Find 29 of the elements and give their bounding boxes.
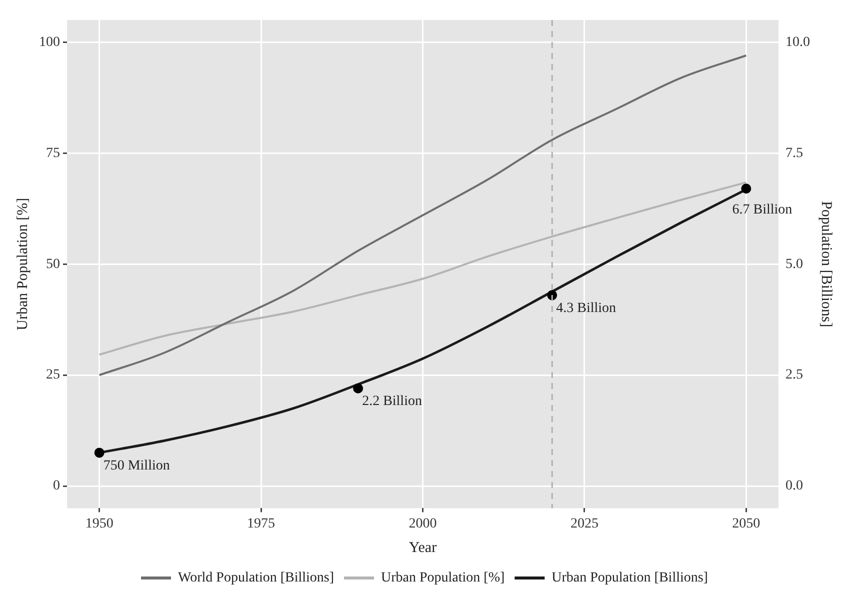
y-tick-label: 0 (53, 478, 60, 494)
point (94, 448, 104, 458)
x-axis-title: Year (408, 540, 437, 556)
legend-label: Urban Population [%] (381, 570, 505, 586)
y2-tick-label: 0.0 (786, 478, 803, 494)
legend-label: Urban Population [Billions] (552, 570, 708, 586)
point (741, 184, 752, 194)
y2-tick-label: 7.5 (786, 146, 803, 161)
y2-axis-title: Population [Billions] (818, 200, 834, 328)
annotation: 6.7 Billion (732, 202, 792, 218)
point (353, 383, 364, 394)
x-tick-label: 2000 (408, 516, 437, 532)
y-tick-label: 100 (39, 34, 60, 50)
legend-label: World Population [Billions] (178, 570, 334, 586)
y-axis-title: Urban Population [%] (14, 198, 31, 330)
y2-tick-label: 10.0 (786, 34, 810, 50)
annotation: 2.2 Billion (362, 394, 422, 410)
y2-tick-label: 2.5 (786, 368, 803, 383)
x-tick-label: 1950 (85, 516, 114, 532)
y-tick-label: 25 (46, 368, 60, 383)
line-series (98, 54, 748, 376)
x-tick-label: 2025 (570, 516, 598, 532)
y-tick-label: 75 (46, 146, 60, 161)
annotation: 4.3 Billion (556, 300, 616, 316)
x-tick-label: 1975 (247, 516, 276, 532)
y-tick-label: 50 (46, 256, 60, 272)
y2-tick-label: 5.0 (786, 256, 803, 272)
x-tick-label: 2050 (732, 516, 760, 532)
annotation: 750 Million (103, 458, 170, 474)
